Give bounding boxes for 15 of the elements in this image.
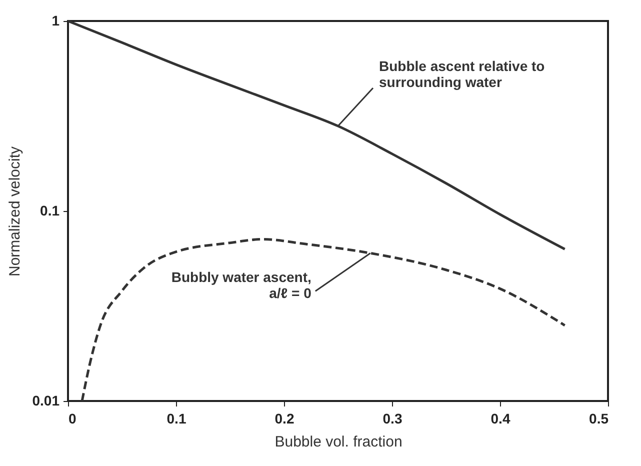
line-series — [80, 238, 566, 402]
x-tick-label: 0.2 — [274, 410, 294, 426]
x-tick-label: 0.4 — [490, 410, 510, 426]
y-tick-label: 0.1 — [40, 202, 60, 218]
x-tick-label: 0.5 — [589, 410, 609, 426]
y-axis-title: Normalized velocity — [6, 146, 24, 277]
y-tick-label: 1 — [52, 12, 60, 28]
x-tick-label: 0.1 — [166, 410, 186, 426]
x-tick-label: 0.3 — [382, 410, 402, 426]
x-axis-title: Bubble vol. fraction — [274, 434, 402, 450]
line-series — [66, 20, 566, 250]
annotation: Bubbly water ascent, a/ℓ = 0 — [171, 269, 312, 302]
y-tick-label: 0.01 — [32, 392, 60, 408]
x-tick-label: 0 — [68, 410, 76, 426]
annotation: Bubble ascent relative to surrounding water — [379, 58, 545, 90]
